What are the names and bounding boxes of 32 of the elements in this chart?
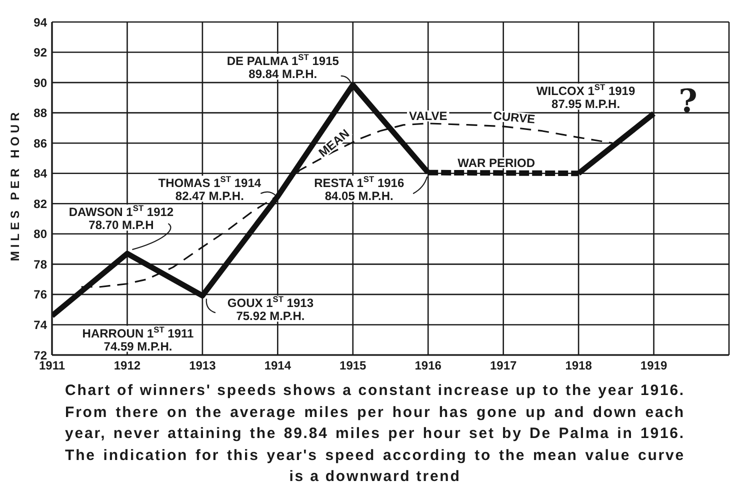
y-tick-label: 94 — [34, 15, 48, 30]
y-tick-label: 92 — [34, 46, 48, 60]
annotation: THOMAS 1$^{ST}$ 1914 82.47 M.P.H. — [158, 174, 262, 204]
annotation: VALVE — [408, 108, 448, 123]
x-tick-label: 1914 — [264, 358, 292, 373]
y-tick-label: 86 — [34, 136, 48, 150]
y-tick-label: 90 — [34, 76, 48, 90]
x-tick-label: 1917 — [490, 358, 518, 373]
annotation: RESTA 1$^{ST}$ 1916 84.05 M.P.H. — [314, 174, 404, 204]
annotation: ? — [678, 82, 698, 120]
text: Chart of winners' speeds shows a constant increase up to the year 1916. From there on the average miles per hour has gone up and down each year, never attaining the 89.84 miles per hour set by De Palma in 1916. The indication for this year's speed according to the mean value curve is a downward trend — [65, 381, 685, 487]
annotation: HARROUN 1$^{ST}$ 1911 74.59 M.P.H. — [82, 324, 194, 354]
x-tick-label: 1912 — [114, 358, 141, 373]
y-tick-label: 82 — [34, 196, 48, 211]
annotation: CURVE — [492, 108, 536, 126]
x-tick-label: 1916 — [414, 358, 442, 373]
y-tick-label: 84 — [34, 166, 48, 181]
y-tick-label: 78 — [34, 257, 48, 272]
x-tick-label: 1919 — [640, 358, 668, 373]
x-tick-label: 1915 — [340, 358, 367, 373]
y-tick-label: 88 — [34, 106, 48, 120]
annotation: GOUX 1$^{ST}$ 1913 75.92 M.P.H. — [227, 294, 314, 324]
x-tick-label: 1913 — [189, 358, 216, 373]
x-tick-label: 1918 — [565, 358, 592, 373]
annotation: DAWSON 1$^{ST}$ 1912 78.70 M.P.H — [68, 203, 174, 232]
annotation: DE PALMA 1$^{ST}$ 1915 89.84 M.P.H. — [226, 52, 340, 82]
y-axis-title: MILES PER HOUR — [8, 108, 22, 262]
y-tick-label: 80 — [34, 227, 48, 242]
annotation: WILCOX 1$^{ST}$ 1919 87.95 M.P.H. — [536, 82, 636, 112]
y-tick-label: 74 — [34, 318, 48, 332]
annotation: WAR PERIOD — [458, 156, 536, 170]
y-tick-label: 76 — [34, 288, 48, 302]
